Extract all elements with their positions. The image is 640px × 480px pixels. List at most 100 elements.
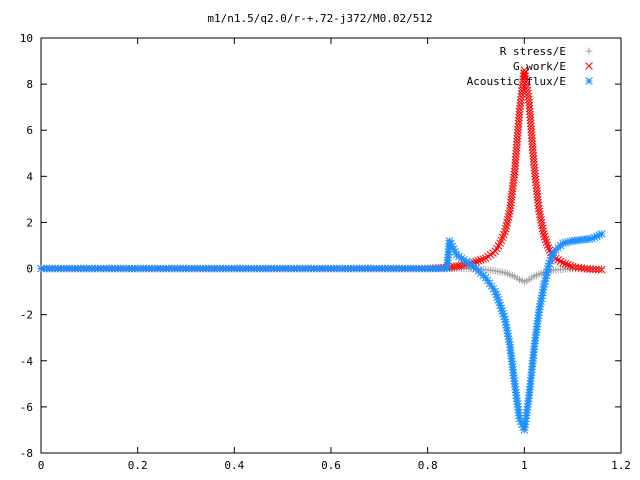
data-point xyxy=(527,128,536,137)
data-point xyxy=(526,119,535,128)
x-tick-label: 0.2 xyxy=(128,459,148,472)
x-tick-label: 0 xyxy=(38,459,45,472)
data-point xyxy=(501,227,509,236)
x-tick-label: 1 xyxy=(521,459,528,472)
y-tick-label: 6 xyxy=(26,124,33,137)
data-point xyxy=(539,227,547,236)
data-point xyxy=(511,161,520,170)
data-point xyxy=(455,261,463,270)
data-point xyxy=(510,167,519,176)
data-point xyxy=(541,235,550,244)
axes: 0 0.2 0.4 0.6 0.8 1 1.2 10 8 6 4 2 0 -2 -4 -6 -8 xyxy=(20,32,631,472)
x-tick-label: 0.4 xyxy=(224,459,244,472)
data-point xyxy=(476,256,485,264)
y-tick-label: -6 xyxy=(20,401,33,414)
y-tick-label: -8 xyxy=(20,447,33,460)
data-point xyxy=(514,116,523,125)
y-tick-label: -2 xyxy=(20,309,33,322)
data-point xyxy=(527,131,536,140)
data-point xyxy=(511,164,519,173)
data-point xyxy=(503,218,511,227)
data-point xyxy=(586,265,594,274)
legend-marker xyxy=(585,77,593,85)
legend-marker xyxy=(585,62,593,70)
legend-marker xyxy=(585,47,593,55)
chart-title: m1/n1.5/q2.0/r-+.72-j372/M0.02/512 xyxy=(207,12,432,25)
legend-label: Acoustic flux/E xyxy=(467,75,566,88)
data-point xyxy=(597,265,606,274)
series-acoustic-flux-e xyxy=(37,230,606,434)
data-point xyxy=(474,256,483,265)
data-point xyxy=(515,113,523,122)
data-point xyxy=(559,258,567,267)
data-point xyxy=(512,143,521,152)
data-point xyxy=(512,152,520,161)
x-tick-label: 0.6 xyxy=(321,459,341,472)
data-point xyxy=(528,134,536,142)
data-point xyxy=(528,140,537,148)
data-point xyxy=(529,149,537,157)
legend-label: R stress/E xyxy=(500,45,566,58)
data-point xyxy=(452,262,461,271)
data-point xyxy=(540,232,549,241)
data-point xyxy=(512,140,521,149)
data-point xyxy=(511,155,520,164)
data-point xyxy=(525,104,534,113)
data-point xyxy=(594,265,603,274)
y-tick-label: 2 xyxy=(26,216,33,229)
data-point xyxy=(583,265,592,273)
data-point xyxy=(501,224,510,233)
data-point xyxy=(528,137,537,145)
y-tick-label: 0 xyxy=(26,263,33,276)
data-point xyxy=(512,149,520,158)
data-point xyxy=(513,128,522,137)
data-point xyxy=(556,257,565,266)
data-point xyxy=(592,265,600,274)
data-point xyxy=(563,260,572,269)
data-point xyxy=(526,116,535,125)
data-point xyxy=(526,107,534,116)
y-tick-label: 10 xyxy=(20,32,33,45)
data-point xyxy=(511,158,520,167)
x-tick-label: 1.2 xyxy=(611,459,631,472)
y-tick-label: 8 xyxy=(26,78,33,91)
data-point xyxy=(526,110,534,119)
data-point xyxy=(528,146,537,154)
data-point xyxy=(561,259,570,268)
data-point xyxy=(515,110,524,119)
legend-label: G work/E xyxy=(513,60,566,73)
data-point xyxy=(527,122,535,131)
data-point xyxy=(504,212,513,221)
data-point xyxy=(525,98,534,107)
legend: R stress/E G work/E Acoustic flux/E xyxy=(467,45,593,88)
data-point xyxy=(566,261,575,270)
y-tick-label: -4 xyxy=(20,355,34,368)
data-point xyxy=(529,152,538,160)
data-point xyxy=(502,221,511,230)
data-point xyxy=(514,122,523,131)
data-point xyxy=(554,256,563,264)
data-point xyxy=(514,119,523,128)
data-point xyxy=(589,265,597,274)
y-tick-label: 4 xyxy=(26,170,33,183)
data-point xyxy=(512,146,521,155)
x-tick-label: 0.8 xyxy=(418,459,438,472)
data-point xyxy=(529,155,538,163)
data-point xyxy=(597,230,606,238)
data-point xyxy=(528,143,537,151)
data-point xyxy=(539,230,548,238)
data-point xyxy=(513,131,522,140)
data-point xyxy=(525,101,534,110)
data-point xyxy=(513,137,521,146)
series-layer xyxy=(37,66,606,434)
data-point xyxy=(527,125,536,134)
data-point xyxy=(479,255,488,263)
data-point xyxy=(526,113,535,122)
data-point xyxy=(543,241,552,249)
data-point xyxy=(514,125,522,134)
data-point xyxy=(542,238,551,247)
data-point xyxy=(503,215,512,224)
data-point xyxy=(513,134,522,143)
